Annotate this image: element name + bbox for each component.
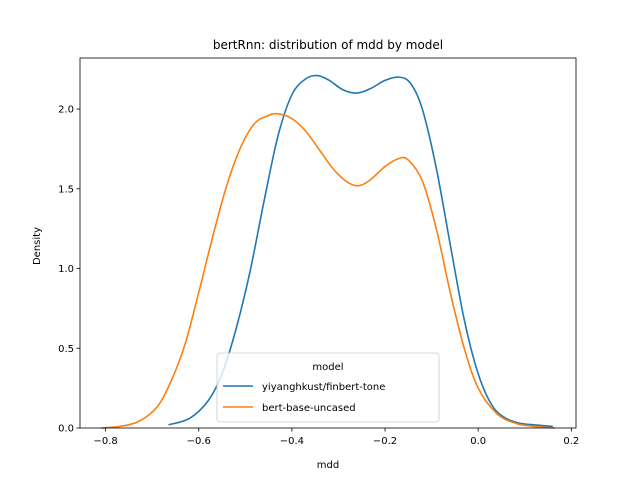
x-tick-label: 0.0: [470, 436, 486, 447]
x-tick-label: −0.8: [93, 436, 117, 447]
chart-title: bertRnn: distribution of mdd by model: [213, 38, 443, 52]
x-tick-label: 0.2: [563, 436, 579, 447]
y-axis-ticks: 0.0 0.5 1.0 1.5 2.0: [58, 105, 80, 435]
plot-lines: [100, 74, 556, 429]
x-axis-ticks: −0.8 −0.6 −0.4 −0.2 0.0 0.2: [93, 428, 579, 447]
plot-frame: [79, 57, 577, 429]
y-tick-label: 1.5: [58, 184, 74, 195]
x-tick-label: −0.4: [280, 436, 304, 447]
x-axis-label: mdd: [317, 460, 339, 471]
y-tick-label: 1.0: [58, 264, 74, 275]
legend: model yiyanghkust/finbert-tone bert-base…: [216, 352, 440, 423]
legend-label-finbert: yiyanghkust/finbert-tone: [262, 382, 385, 393]
legend-title: model: [312, 362, 343, 373]
y-tick-label: 0.0: [58, 424, 74, 435]
legend-box: [216, 352, 440, 423]
y-tick-label: 0.5: [58, 344, 74, 355]
series-line-1: [100, 112, 556, 429]
y-axis-label: Density: [32, 227, 43, 265]
x-tick-label: −0.6: [187, 436, 211, 447]
x-tick-label: −0.2: [373, 436, 397, 447]
y-tick-label: 2.0: [58, 105, 74, 116]
series-line-0: [168, 74, 553, 428]
legend-label-bert-base: bert-base-uncased: [262, 403, 356, 414]
